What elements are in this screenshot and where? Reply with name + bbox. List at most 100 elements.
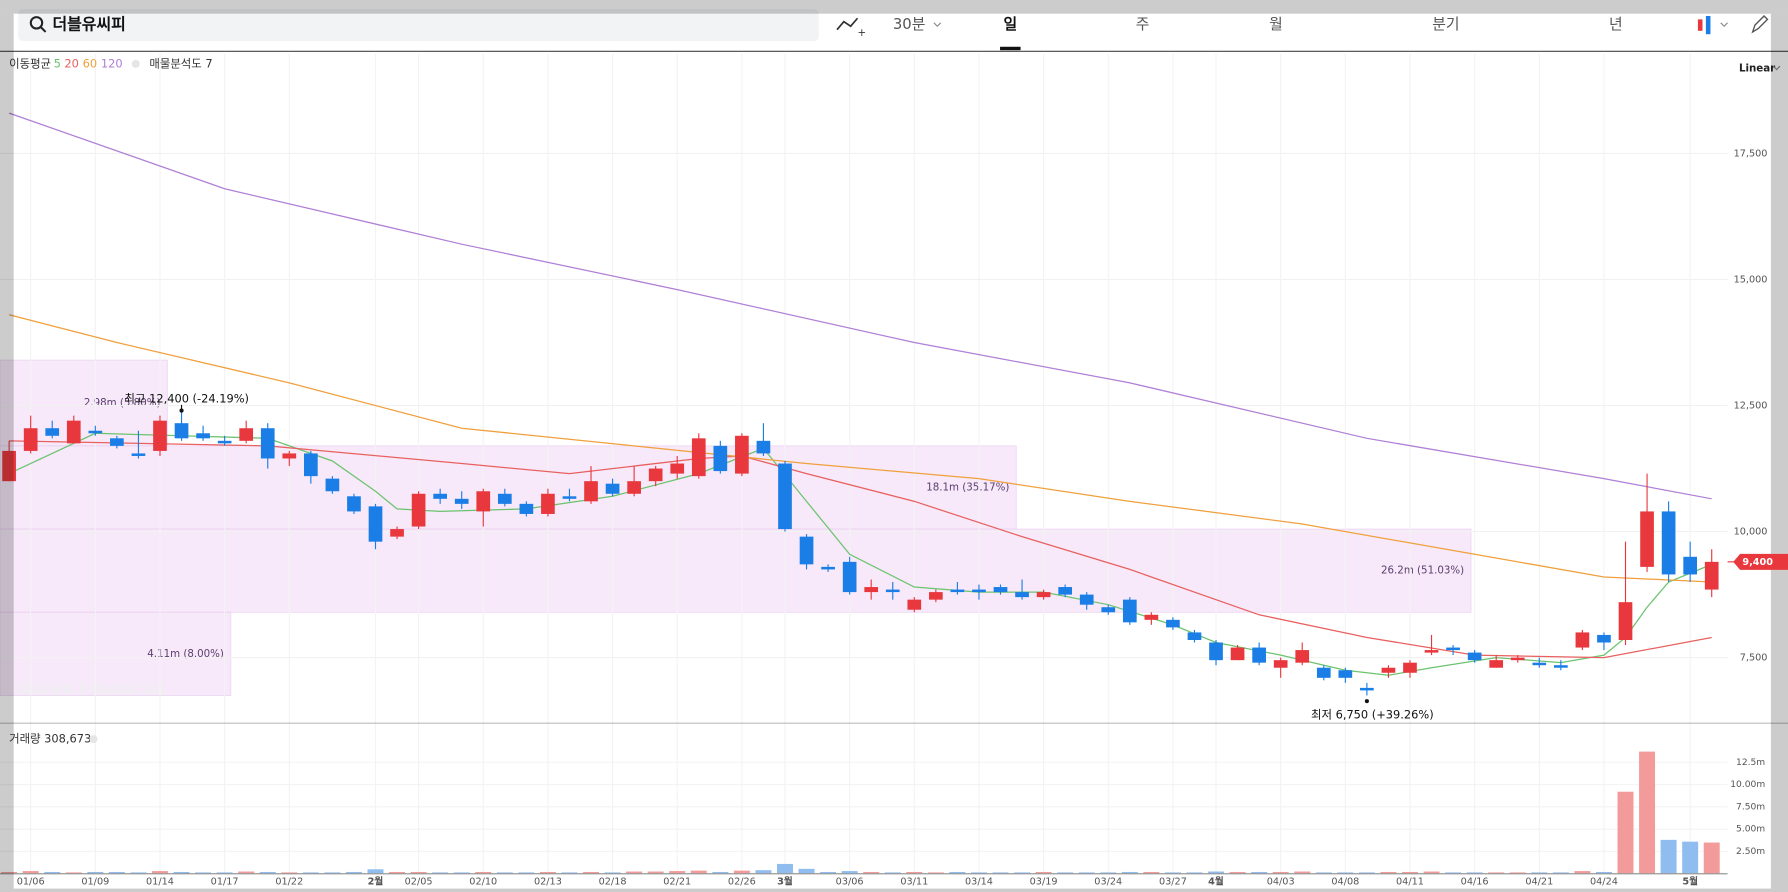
x-tick-label: 01/17 [211, 877, 239, 888]
search-icon[interactable] [40, 26, 47, 33]
candle-body [1575, 632, 1590, 648]
indicator-icon[interactable]: + [858, 27, 867, 39]
volume-tick-label: 5.00m [1736, 825, 1765, 835]
volume-bar [1294, 871, 1311, 874]
candle-body [1597, 634, 1611, 643]
volume-bar [1, 871, 18, 874]
candle-body [842, 561, 857, 593]
search-icon[interactable] [29, 16, 44, 30]
volume-bar [1531, 872, 1548, 874]
volume-bar [1509, 872, 1526, 874]
volume-bar [626, 871, 643, 874]
candle-body [1295, 650, 1310, 663]
high-annotation: 최고 12,400 (-24.19%) [125, 392, 249, 406]
volume-bar [647, 871, 664, 874]
volume-bar [1121, 871, 1138, 874]
candle-body [993, 587, 1008, 593]
volume-bar [755, 870, 772, 874]
candle-body [1230, 647, 1245, 661]
volume-bar [475, 871, 492, 874]
x-tick-label: 03/27 [1159, 877, 1187, 888]
candle-body [88, 430, 103, 434]
ma-legend-item: 20 [64, 56, 78, 70]
candle-body [347, 496, 361, 512]
volume-tick-label: 12.5m [1736, 758, 1765, 768]
volume-profile-band [0, 611, 232, 696]
draw-icon[interactable] [1751, 15, 1769, 34]
tab[interactable]: 주 [1136, 16, 1150, 33]
candle-body [648, 468, 663, 482]
candle-body [110, 438, 124, 446]
volume-bar [1703, 842, 1720, 874]
x-tick-label: 01/06 [17, 877, 45, 888]
volume-bar [1208, 871, 1225, 874]
volume-bar [1423, 871, 1440, 874]
candle-body [584, 481, 598, 502]
tab[interactable]: 년 [1609, 16, 1623, 33]
volume-profile-band [0, 528, 1472, 613]
volume-bar [65, 872, 82, 874]
volume-profile: 2.98m (5.80%)18.1m (35.17%)26.2m (51.03%… [0, 359, 1472, 696]
candle-body [2, 450, 16, 482]
search-box[interactable] [18, 9, 819, 42]
candle-body [864, 587, 879, 593]
candle-body [390, 529, 404, 537]
volume-bar [518, 872, 535, 874]
x-tick-label: 04/16 [1461, 877, 1489, 888]
chevron[interactable] [1720, 22, 1728, 28]
scale-select[interactable]: Linear [1739, 62, 1776, 74]
volume-bar [539, 871, 556, 874]
volume-bar [1402, 871, 1418, 874]
chart-type-icon[interactable] [1697, 19, 1703, 31]
close-icon[interactable] [131, 59, 140, 68]
indicator-icon[interactable] [836, 17, 859, 31]
close-icon[interactable] [89, 735, 98, 744]
candle-body [1510, 657, 1525, 661]
chevron[interactable] [933, 22, 942, 28]
x-tick-label: 04/21 [1525, 877, 1553, 888]
x-tick-label: 01/22 [275, 877, 303, 888]
candle-body [174, 423, 189, 439]
candle-body [1015, 592, 1029, 598]
volume-bar [841, 871, 858, 874]
current-price-tag [1733, 553, 1788, 570]
x-tick-label: 04/08 [1331, 877, 1359, 888]
candle-body [1144, 614, 1159, 620]
candle-body [325, 478, 340, 492]
candle-body [735, 435, 749, 474]
candle-body [799, 536, 814, 565]
high-marker [179, 408, 184, 413]
volume-bar [1574, 871, 1591, 874]
volume-bar [992, 872, 1009, 874]
volume-profile-band [0, 445, 1017, 530]
tab[interactable]: 월 [1269, 16, 1283, 33]
candle-body [282, 453, 297, 459]
tab[interactable]: 분기 [1432, 16, 1459, 33]
chevron[interactable] [1772, 65, 1781, 71]
interval-select[interactable]: 30분 [893, 16, 925, 33]
volume-tick-label: 7.50m [1736, 802, 1765, 812]
search-text[interactable]: 더블유씨피 [52, 15, 125, 34]
volume-bar [733, 870, 750, 874]
candle-body [131, 453, 146, 456]
volume-bar [1445, 872, 1462, 874]
volume-bar [1143, 871, 1160, 874]
volume-bar [453, 872, 470, 874]
candle-body [66, 420, 81, 444]
y-tick-label: 7,500 [1740, 653, 1768, 664]
candle-body [45, 428, 60, 436]
volume-bar [130, 872, 147, 874]
volume-bar [389, 871, 406, 874]
volume-bar [259, 871, 276, 874]
chart-type-icon[interactable] [1705, 15, 1711, 35]
volume-tick-label: 2.50m [1736, 847, 1765, 857]
volume-tick-label: 10.00m [1730, 780, 1765, 790]
x-tick-label: 03/19 [1030, 877, 1058, 888]
candle-body [1058, 587, 1073, 595]
tab[interactable]: 일 [1003, 16, 1017, 33]
y-tick-label: 12,500 [1734, 401, 1768, 412]
y-tick-label: 15,000 [1734, 274, 1768, 285]
volume-bar [1164, 872, 1181, 874]
volume-bar [1035, 871, 1052, 874]
